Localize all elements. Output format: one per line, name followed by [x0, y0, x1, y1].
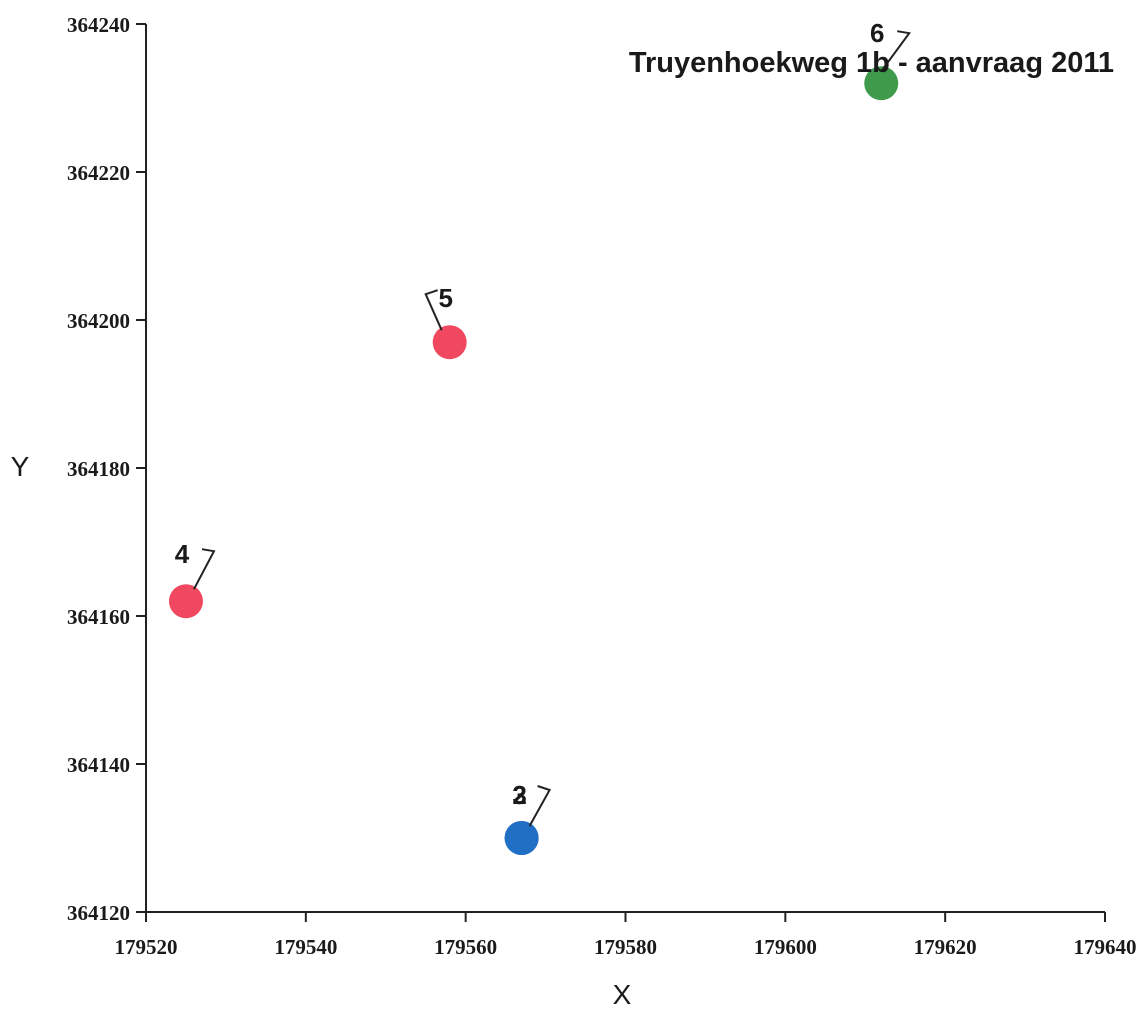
tick-labels: 179520 179540 179560 179580 179600 179620 1796…	[67, 13, 1137, 959]
point-label-5: 5	[438, 283, 452, 313]
y-axis-title: Y	[11, 451, 30, 482]
leader-line-5	[424, 289, 443, 331]
data-point-4	[168, 584, 203, 619]
leader-line-2	[528, 785, 552, 827]
y-tick-label: 364240	[67, 13, 130, 37]
point-label-4: 4	[175, 539, 190, 569]
x-axis-title: X	[613, 979, 632, 1010]
ticks	[136, 23, 1106, 922]
x-tick-label: 179540	[274, 935, 337, 959]
x-tick-label: 179580	[594, 935, 657, 959]
x-tick-label: 179560	[434, 935, 497, 959]
points	[168, 66, 899, 855]
x-tick-label: 179640	[1074, 935, 1137, 959]
y-tick-label: 364200	[67, 309, 130, 333]
data-point-3	[504, 821, 539, 855]
y-tick-label: 364220	[67, 161, 130, 185]
y-tick-label: 364120	[67, 901, 130, 925]
x-tick-label: 179620	[914, 935, 977, 959]
data-point-5	[432, 325, 467, 360]
leader-line-4	[193, 548, 216, 590]
y-tick-label: 364180	[67, 457, 130, 481]
point-labels: 23 4 5 6	[175, 18, 912, 827]
x-tick-label: 179520	[115, 935, 178, 959]
y-tick-label: 364140	[67, 753, 130, 777]
y-tick-label: 364160	[67, 605, 130, 629]
x-tick-label: 179600	[754, 935, 817, 959]
point-label-3: 3	[512, 780, 526, 810]
point-label-2: 2	[512, 780, 526, 810]
point-label-6: 6	[870, 18, 884, 48]
axes	[140, 24, 1105, 918]
data-point-6	[864, 66, 899, 101]
leader-line-6	[880, 30, 912, 72]
chart-annotation: Truyenhoekweg 1b - aanvraag 2011	[629, 47, 1114, 79]
